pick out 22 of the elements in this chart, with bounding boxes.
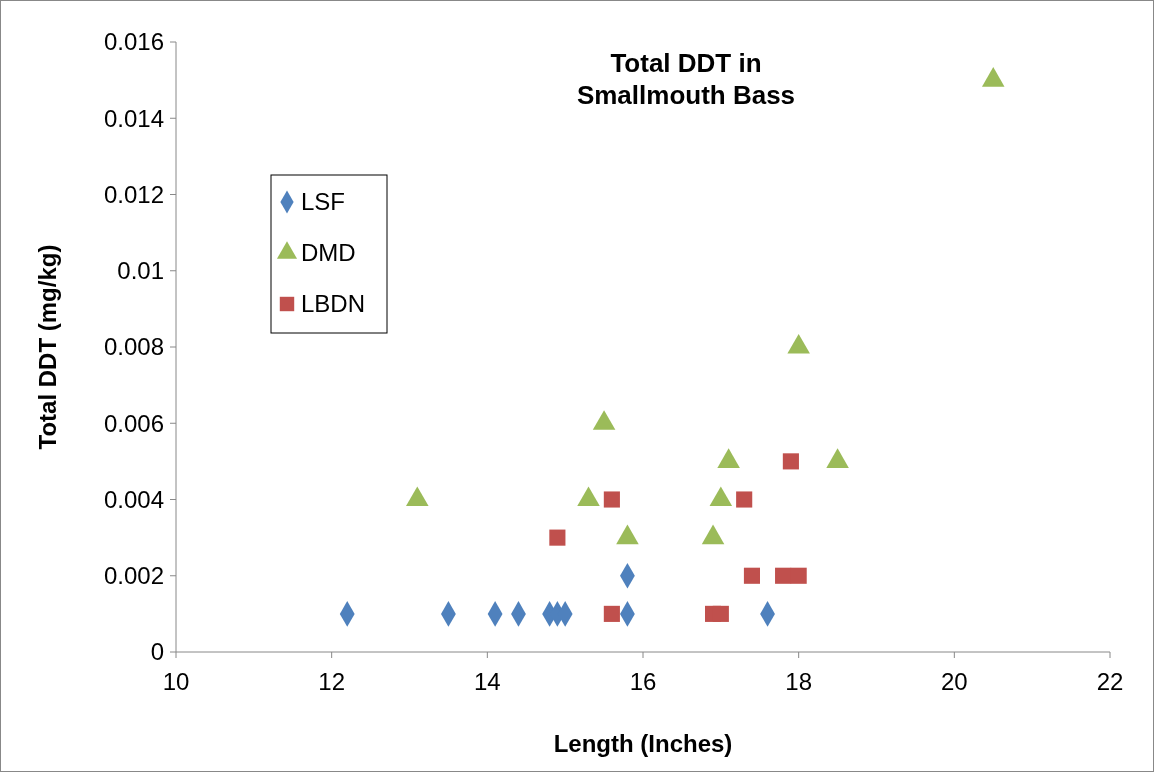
- y-tick-label: 0.01: [117, 257, 164, 285]
- x-tick-label: 12: [318, 668, 346, 695]
- y-tick-label: 0.002: [103, 562, 164, 590]
- y-tick-label: 0.006: [103, 409, 164, 437]
- y-tick-label: 0.016: [103, 28, 164, 56]
- x-tick-label: 18: [785, 668, 813, 695]
- x-tick-label: 14: [473, 668, 501, 695]
- y-tick-label: 0.012: [103, 180, 164, 208]
- legend-label: DMD: [301, 239, 356, 267]
- legend-label: LBDN: [301, 290, 366, 318]
- y-axis-title: Total DDT (mg/kg): [34, 244, 61, 450]
- x-tick-label: 16: [629, 668, 657, 695]
- y-tick-label: 0.008: [103, 333, 164, 361]
- x-axis-title: Length (Inches): [553, 730, 733, 757]
- y-tick-label: 0.014: [103, 104, 164, 132]
- x-tick-label: 22: [1096, 668, 1124, 695]
- x-tick-label: 20: [940, 668, 968, 695]
- y-tick-label: 0: [150, 638, 164, 666]
- x-tick-label: 10: [162, 668, 190, 695]
- legend-label: LSF: [301, 188, 346, 216]
- text: Total DDT in Smallmouth Bass: [576, 48, 796, 110]
- y-tick-label: 0.004: [103, 485, 164, 513]
